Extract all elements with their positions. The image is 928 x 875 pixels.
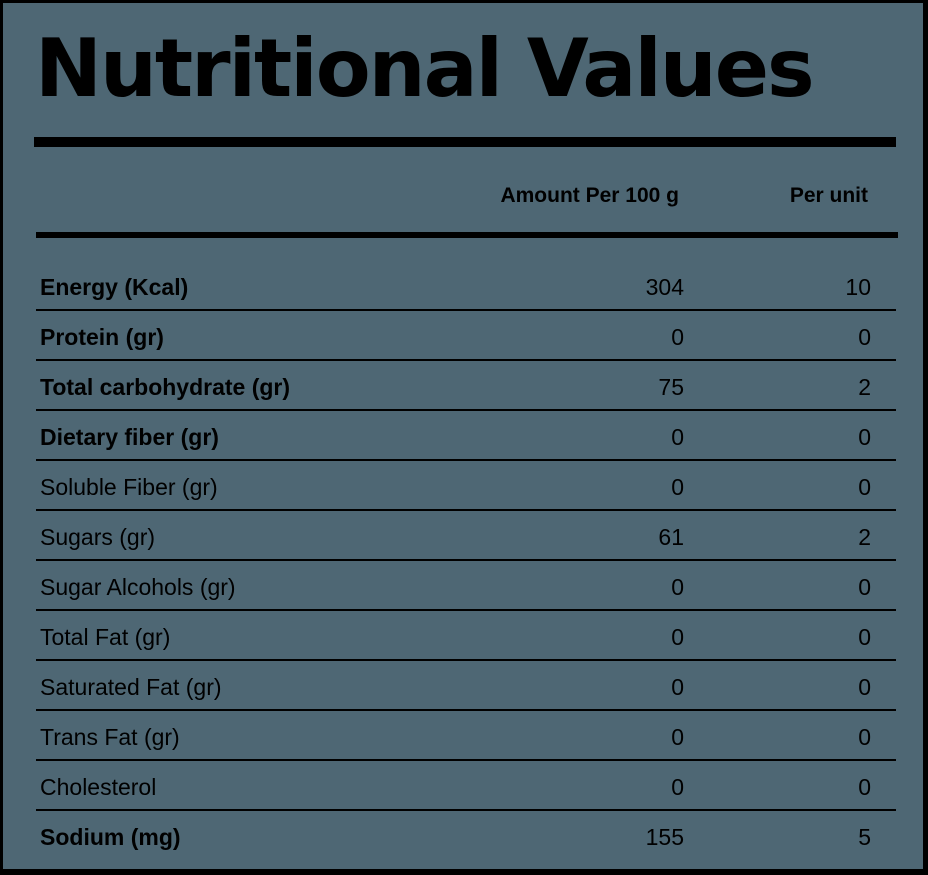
value-per-unit: 0 — [858, 324, 871, 350]
value-per-100g: 0 — [671, 324, 684, 350]
value-per-unit: 2 — [858, 524, 871, 550]
nutrient-label: Soluble Fiber (gr) — [40, 474, 218, 500]
value-per-unit: 0 — [858, 774, 871, 800]
value-per-unit: 0 — [858, 424, 871, 450]
table-row: Sodium (mg) 155 5 — [36, 811, 896, 859]
table-row: Sugars (gr) 61 2 — [36, 511, 896, 561]
table-row: Sugar Alcohols (gr) 0 0 — [36, 561, 896, 611]
column-header-per-unit: Per unit — [789, 184, 868, 207]
value-per-100g: 75 — [658, 374, 684, 400]
value-per-100g: 0 — [671, 674, 684, 700]
nutrient-label: Total carbohydrate (gr) — [40, 374, 291, 400]
nutrition-table: Energy (Kcal) 304 10 Protein (gr) 0 0 To… — [36, 261, 896, 859]
value-per-100g: 0 — [671, 574, 684, 600]
nutrient-label: Sugars (gr) — [40, 524, 156, 550]
value-per-unit: 0 — [858, 624, 871, 650]
nutrient-label: Cholesterol — [40, 774, 157, 800]
value-per-100g: 0 — [671, 424, 684, 450]
nutrient-label: Protein (gr) — [40, 324, 164, 350]
table-row: Protein (gr) 0 0 — [36, 311, 896, 361]
header-divider — [36, 232, 898, 238]
nutrient-label: Sugar Alcohols (gr) — [40, 574, 236, 600]
table-row: Dietary fiber (gr) 0 0 — [36, 411, 896, 461]
value-per-unit: 0 — [858, 574, 871, 600]
nutrient-label: Dietary fiber (gr) — [40, 424, 219, 450]
value-per-unit: 0 — [858, 474, 871, 500]
table-row: Total Fat (gr) 0 0 — [36, 611, 896, 661]
value-per-unit: 5 — [858, 824, 871, 850]
value-per-unit: 0 — [858, 674, 871, 700]
nutrient-label: Energy (Kcal) — [40, 274, 189, 300]
table-row: Trans Fat (gr) 0 0 — [36, 711, 896, 761]
nutrient-label: Saturated Fat (gr) — [40, 674, 222, 700]
nutrient-label: Trans Fat (gr) — [40, 724, 180, 750]
table-row: Saturated Fat (gr) 0 0 — [36, 661, 896, 711]
value-per-100g: 61 — [658, 524, 684, 550]
value-per-100g: 0 — [671, 774, 684, 800]
page-title: Nutritional Values — [35, 22, 815, 115]
nutrition-panel: Nutritional Values Amount Per 100 g Per … — [3, 3, 923, 869]
table-row: Total carbohydrate (gr) 75 2 — [36, 361, 896, 411]
value-per-100g: 304 — [645, 274, 684, 300]
nutrient-label: Sodium (mg) — [40, 824, 181, 850]
table-row: Cholesterol 0 0 — [36, 761, 896, 811]
value-per-100g: 0 — [671, 474, 684, 500]
value-per-100g: 0 — [671, 624, 684, 650]
value-per-unit: 2 — [858, 374, 871, 400]
value-per-unit: 0 — [858, 724, 871, 750]
value-per-unit: 10 — [845, 274, 871, 300]
table-row: Soluble Fiber (gr) 0 0 — [36, 461, 896, 511]
table-row: Energy (Kcal) 304 10 — [36, 261, 896, 311]
nutrient-label: Total Fat (gr) — [40, 624, 171, 650]
title-divider — [34, 137, 896, 147]
value-per-100g: 0 — [671, 724, 684, 750]
column-header-per-100g: Amount Per 100 g — [500, 184, 679, 207]
value-per-100g: 155 — [645, 824, 684, 850]
